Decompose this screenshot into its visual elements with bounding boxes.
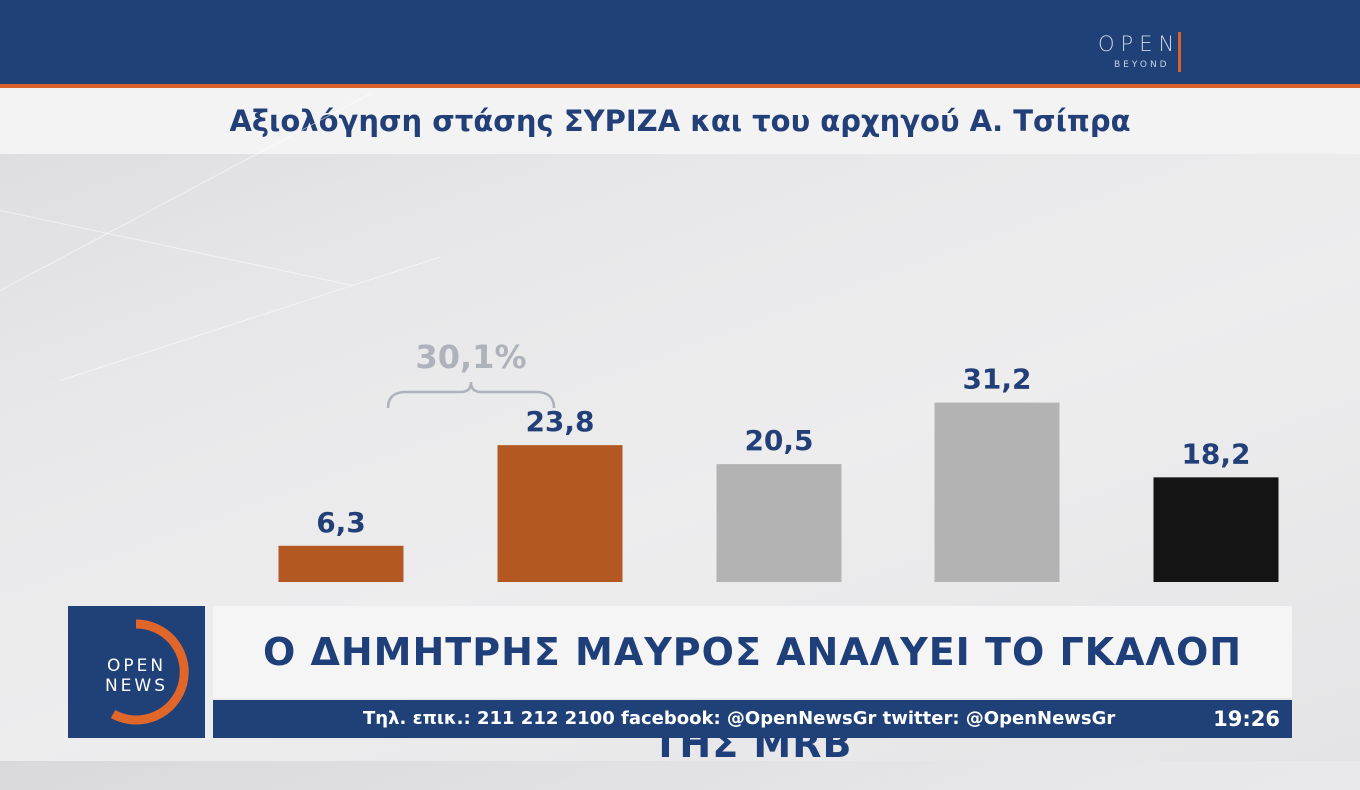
top-banner [0,0,1360,84]
value-label-5: 18,2 [1181,437,1250,470]
value-label-3: 20,5 [744,424,813,457]
logo-word: OPEN [1098,32,1181,56]
bar-3 [716,464,842,582]
bar-chart: 6,3 23,8 20,5 31,2 18,2 [278,363,1279,582]
headline: Ο ΔΗΜΗΤΡΗΣ ΜΑΥΡΟΣ ΑΝΑΛΥΕΙ ΤΟ ΓΚΑΛΟΠ ΤΗΣ … [262,630,1243,766]
logo-subtext: BEYOND [1114,60,1170,70]
open-beyond-logo: OPEN BEYOND [1098,32,1188,76]
clock: 19:26 [1213,707,1280,731]
ticker-info: Τηλ. επικ.: 211 212 2100 facebook: @Open… [363,708,1116,729]
headline-bar: Ο ΔΗΜΗΤΡΗΣ ΜΑΥΡΟΣ ΑΝΑΛΥΕΙ ΤΟ ΓΚΑΛΟΠ ΤΗΣ … [213,606,1292,766]
open-news-logo: OPEN NEWS [68,606,205,738]
bar-2 [497,445,623,582]
value-label-4: 31,2 [962,363,1031,396]
bracket-label: 30,1% [415,338,527,376]
bar-5 [1153,477,1279,582]
bar-1 [278,545,404,582]
bracket-brace-icon [386,381,556,409]
orange-ring-icon [110,619,189,725]
chart-title-bar: Αξιολόγηση στάσης ΣΥΡΙΖΑ και του αρχηγού… [0,88,1360,154]
ticker-bar: Τηλ. επικ.: 211 212 2100 facebook: @Open… [213,700,1292,738]
logo-open-text: OPEN [106,656,167,676]
logo-accent-bar [1178,32,1181,72]
top-banner-accent-line [0,84,1360,88]
logo-news-text: NEWS [104,676,169,696]
value-label-1: 6,3 [316,506,366,539]
value-label-2: 23,8 [525,405,594,438]
bar-4 [934,402,1060,582]
chart-title: Αξιολόγηση στάσης ΣΥΡΙΖΑ και του αρχηγού… [229,104,1131,138]
